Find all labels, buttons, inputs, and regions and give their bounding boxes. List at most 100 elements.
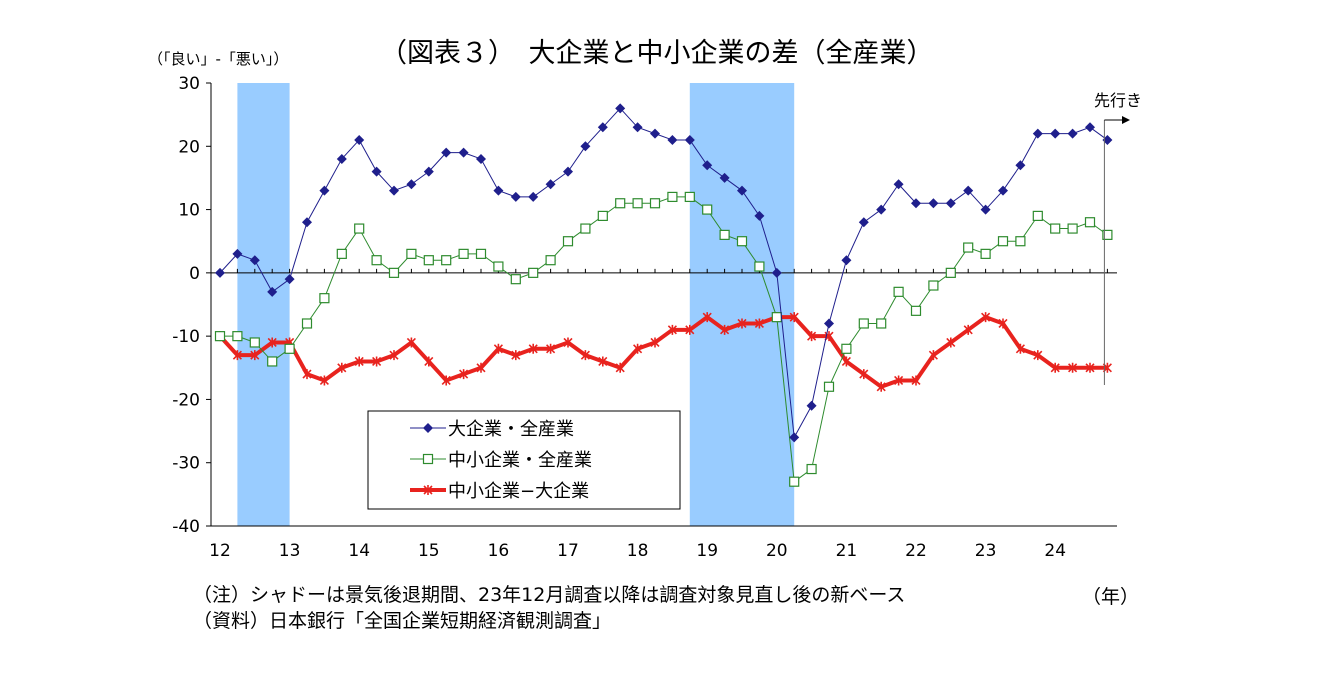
- data-point: [458, 147, 469, 158]
- forward-label: 先行き: [1094, 91, 1142, 110]
- data-point: [858, 318, 869, 329]
- data-point: [719, 172, 730, 183]
- data-point: [214, 331, 226, 342]
- data-point: [685, 324, 695, 335]
- source-text: （資料）日本銀行「全国企業短期経済観測調査」: [193, 610, 611, 632]
- data-point: [1050, 223, 1061, 234]
- data-point: [876, 381, 886, 392]
- data-point: [771, 267, 782, 278]
- data-point: [1015, 343, 1025, 354]
- data-point: [493, 343, 503, 354]
- x-tick-label: 18: [627, 541, 649, 561]
- data-point: [354, 223, 365, 234]
- data-point: [267, 286, 278, 297]
- data-point: [684, 134, 695, 145]
- x-tick-label: 16: [488, 541, 510, 561]
- legend-swatch-marker: [423, 423, 433, 433]
- data-point: [649, 198, 661, 209]
- series-line: [218, 315, 1108, 389]
- data-point: [354, 356, 364, 367]
- note-text: （注）シャドーは景気後退期間、23年12月調査以降は調査対象見直し後の新ベース: [193, 584, 905, 606]
- series-2: [215, 312, 1112, 392]
- data-point: [249, 337, 260, 348]
- data-point: [371, 166, 382, 177]
- data-point: [336, 248, 347, 259]
- data-point: [1032, 128, 1043, 139]
- data-point: [563, 337, 573, 348]
- data-point: [424, 356, 434, 367]
- data-point: [562, 236, 574, 247]
- data-point: [893, 286, 904, 297]
- data-point: [337, 362, 347, 373]
- shaded-period-0: [237, 83, 290, 526]
- data-point: [650, 337, 660, 348]
- y-tick-labels: 30 20 10 0 -10 -20 -30 -40: [172, 74, 211, 537]
- data-point: [1015, 236, 1026, 247]
- data-point: [1068, 362, 1078, 373]
- data-point: [910, 305, 922, 316]
- data-point: [284, 274, 295, 285]
- data-point: [389, 350, 399, 361]
- data-point: [1067, 223, 1078, 234]
- shaded-period-1: [689, 83, 795, 526]
- data-point: [528, 191, 539, 202]
- data-point: [684, 191, 695, 203]
- data-point: [459, 369, 469, 380]
- x-tick-label: 20: [766, 541, 788, 561]
- data-point: [1102, 229, 1113, 240]
- x-tick-label: 15: [418, 541, 440, 561]
- legend-label: 大企業・全産業: [448, 419, 574, 440]
- y-tick-label: 10: [178, 201, 200, 221]
- data-point: [319, 293, 330, 304]
- data-point: [597, 210, 608, 221]
- data-point: [823, 381, 835, 392]
- data-point: [249, 255, 260, 266]
- data-point: [719, 229, 730, 240]
- data-point: [841, 255, 852, 266]
- data-point: [371, 255, 382, 266]
- data-point: [928, 280, 939, 291]
- x-tick-label: 22: [905, 541, 927, 561]
- y-tick-label: 20: [178, 137, 200, 157]
- data-point: [702, 160, 713, 171]
- data-point: [981, 312, 991, 323]
- x-axis-unit-label: （年）: [1082, 586, 1139, 608]
- x-tick-label: 23: [975, 541, 997, 561]
- data-point: [301, 318, 313, 329]
- data-point: [215, 267, 225, 278]
- data-point: [232, 331, 243, 342]
- data-point: [545, 179, 556, 190]
- data-point: [876, 318, 887, 329]
- data-point: [372, 356, 382, 367]
- x-tick-label: 17: [557, 541, 579, 561]
- data-point: [736, 236, 748, 247]
- x-tick-labels: 12 13 14 15 16 17 18 19 20 21 22 23 24: [209, 541, 1066, 561]
- forward-arrow-head: [1122, 116, 1130, 124]
- data-point: [1050, 362, 1060, 373]
- data-point: [423, 166, 434, 177]
- data-point: [702, 312, 712, 323]
- data-point: [441, 255, 452, 266]
- recession-shading: [237, 83, 795, 526]
- legend-box: [367, 410, 681, 510]
- data-point: [946, 337, 956, 348]
- data-point: [824, 318, 834, 329]
- data-point: [667, 324, 677, 335]
- data-point: [493, 261, 504, 272]
- data-point: [893, 179, 904, 190]
- data-point: [615, 198, 626, 209]
- series-1: [214, 191, 1113, 487]
- y-tick-label: 30: [178, 74, 200, 94]
- data-point: [302, 217, 312, 228]
- data-point: [928, 350, 938, 361]
- x-tick-label: 24: [1044, 541, 1066, 561]
- data-point: [1015, 160, 1026, 171]
- chart-title: （図表３） 大企業と中小企業の差（全産業）: [380, 38, 934, 69]
- data-point: [841, 356, 851, 367]
- data-point: [754, 210, 765, 221]
- data-point: [806, 400, 817, 411]
- data-point: [615, 362, 625, 373]
- data-point: [232, 248, 243, 259]
- data-point: [389, 185, 399, 196]
- x-tick-label: 13: [279, 541, 301, 561]
